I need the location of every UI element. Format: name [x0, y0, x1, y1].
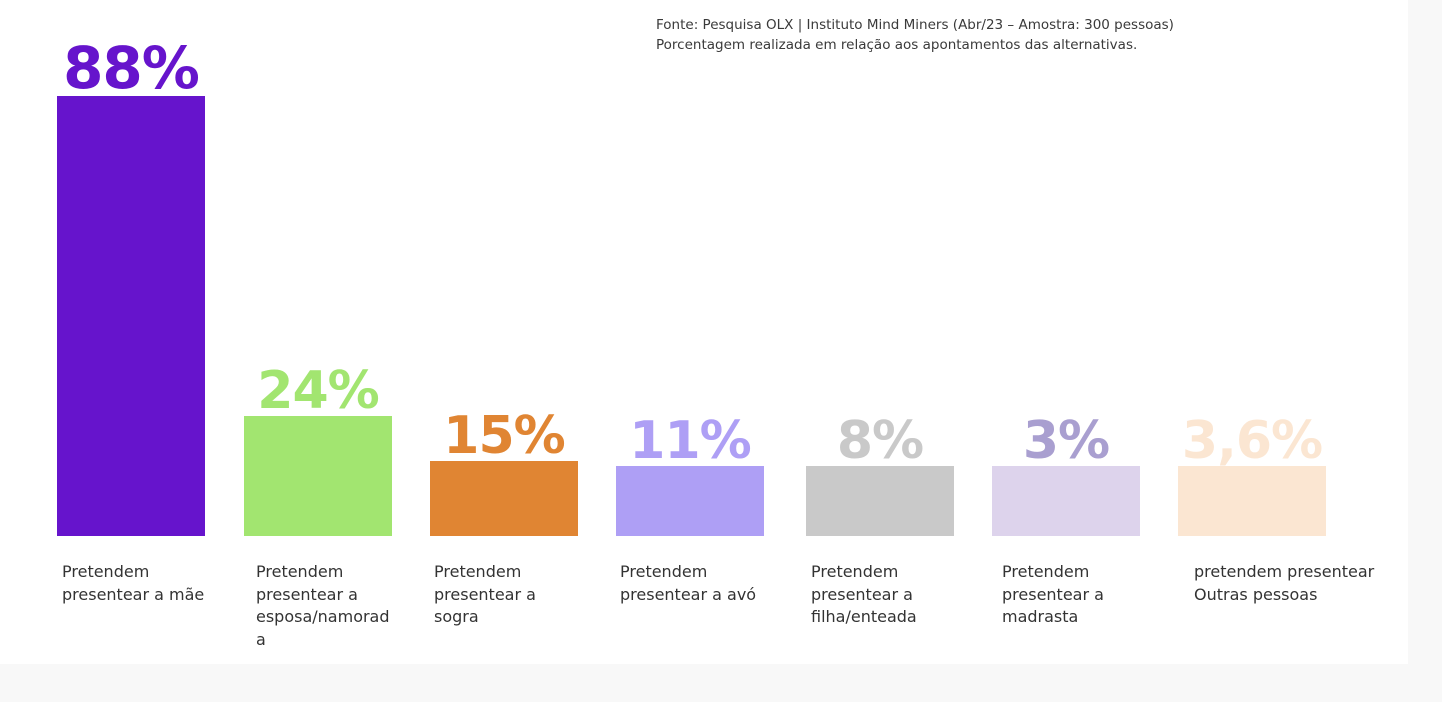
- chart-card: Fonte: Pesquisa OLX | Instituto Mind Min…: [57, 15, 1375, 649]
- value-label-2: 24%: [257, 361, 378, 421]
- source-line-2: Porcentagem realizada em relação aos apo…: [656, 37, 1138, 53]
- bar-6: [992, 466, 1140, 536]
- bar-5: [806, 466, 954, 536]
- category-label-7: pretendem presentear Outras pessoas: [1194, 562, 1375, 604]
- category-label-5: Pretendem presentear a filha/enteada: [811, 562, 917, 626]
- bar-3: [430, 461, 578, 536]
- bar-2: [244, 416, 392, 536]
- bar-1: [57, 96, 205, 536]
- value-label-3: 15%: [443, 406, 564, 466]
- value-label-7: 3,6%: [1182, 411, 1322, 471]
- category-label-2: Pretendem presentear a esposa/namorada: [256, 562, 390, 649]
- source-line-1: Fonte: Pesquisa OLX | Instituto Mind Min…: [656, 17, 1174, 33]
- category-label-4: Pretendem presentear a avó: [620, 562, 757, 604]
- value-label-5: 8%: [837, 411, 923, 471]
- category-label-1: Pretendem presentear a mãe: [62, 562, 205, 604]
- category-label-6: Pretendem presentear a madrasta: [1002, 562, 1104, 626]
- bar-chart: 88% 24% 15% 11% 8% 3% 3,6%: [57, 34, 1326, 536]
- value-label-1: 88%: [63, 34, 199, 102]
- value-label-6: 3%: [1023, 411, 1109, 471]
- bar-4: [616, 466, 764, 536]
- bar-7: [1178, 466, 1326, 536]
- value-label-4: 11%: [629, 411, 750, 471]
- source-note: Fonte: Pesquisa OLX | Instituto Mind Min…: [656, 15, 1356, 55]
- category-label-3: Pretendem presentear a sogra: [434, 562, 536, 626]
